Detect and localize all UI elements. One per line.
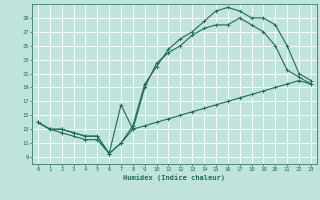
- X-axis label: Humidex (Indice chaleur): Humidex (Indice chaleur): [124, 175, 225, 181]
